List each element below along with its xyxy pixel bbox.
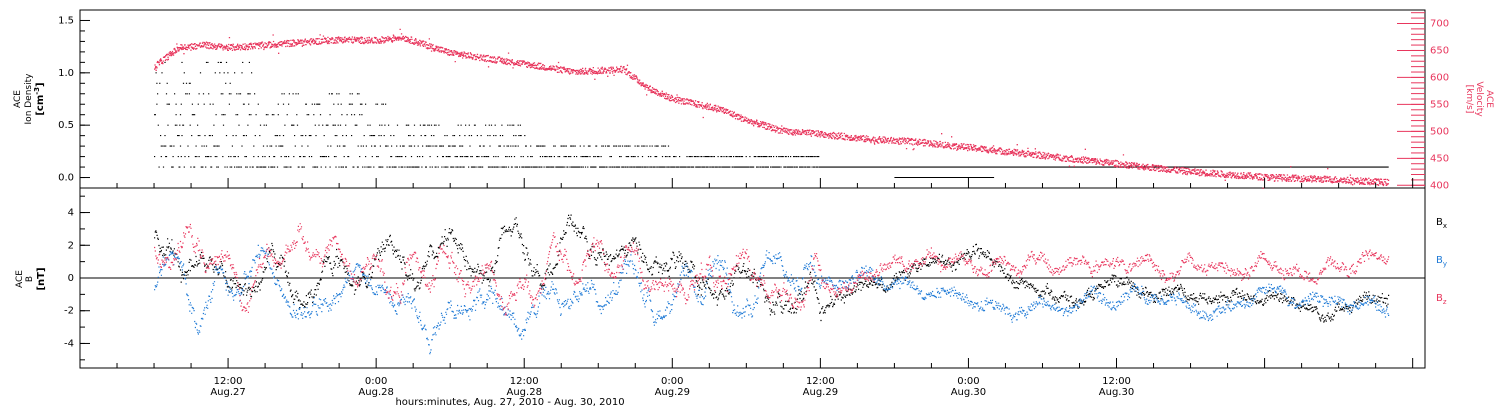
velocity-tick-label: 500 [1430, 126, 1449, 137]
b-ylabel-line2: B [25, 276, 35, 282]
b-tick-label: 4 [68, 208, 74, 219]
b-tick-label: -2 [64, 306, 74, 317]
b-ylabel-line1: ACE [15, 270, 25, 288]
bottom-ylabel: ACE B [nT] [15, 267, 47, 290]
x-tick-label-date: Aug.30 [1099, 387, 1134, 398]
density-ylabel-line2: Ion Density [24, 73, 34, 125]
bottom-left-axis: -4 -2 0 2 4 [64, 195, 1425, 361]
x-tick-label-date: Aug.28 [358, 387, 393, 398]
density-unit: [cm [35, 95, 46, 116]
top-left-ylabel: ACE Ion Density [cm-3] [13, 73, 46, 125]
density-ylabel-line3: [cm-3] [33, 82, 46, 115]
x-tick-label-time: 12:00 [1102, 376, 1131, 387]
density-series [154, 61, 1389, 179]
top-right-axis: 400 450 500 550 600 650 700 [1397, 12, 1449, 191]
velocity-series [154, 28, 1390, 189]
x-tick-label-date: Aug.27 [210, 387, 245, 398]
velocity-tick-label: 400 [1430, 180, 1449, 191]
velocity-ylabel-line3: [km/s] [1464, 85, 1474, 114]
x-axis-label: hours:minutes, Aug. 27, 2010 - Aug. 30, … [395, 397, 624, 408]
top-panel-frame [79, 9, 1426, 189]
b-tick-label: 0 [68, 273, 74, 284]
density-tick-label: 1.5 [58, 15, 74, 26]
x-tick-label-time: 12:00 [510, 376, 539, 387]
b-tick-label: 2 [68, 240, 74, 251]
top-left-axis: 0.0 0.5 1.0 1.5 [58, 15, 90, 184]
top-right-ylabel: ACE Velocity [km/s] [1464, 81, 1494, 117]
b-series-by [154, 244, 1390, 355]
density-tick-label: 0.0 [58, 173, 74, 184]
x-tick-label-date: Aug.29 [803, 387, 838, 398]
velocity-tick-label: 700 [1430, 18, 1449, 29]
b-ylabel-line3: [nT] [36, 267, 47, 290]
density-tick-label: 1.0 [58, 68, 74, 79]
x-axis: 12:00Aug.270:00Aug.2812:00Aug.280:00Aug.… [116, 178, 1414, 398]
x-tick-label-date: Aug.30 [951, 387, 986, 398]
x-tick-label-time: 12:00 [214, 376, 243, 387]
density-unit-exp: -3 [33, 87, 41, 95]
density-tick-label: 0.5 [58, 120, 74, 131]
x-tick-label-time: 12:00 [806, 376, 835, 387]
x-tick-label-time: 0:00 [365, 376, 387, 387]
x-tick-label-time: 0:00 [661, 376, 683, 387]
density-ylabel-line1: ACE [13, 90, 23, 108]
b-series-bz [154, 223, 1390, 316]
b-field-series [154, 214, 1390, 355]
x-tick-label-time: 0:00 [957, 376, 979, 387]
velocity-tick-label: 550 [1430, 99, 1449, 110]
b-legend: Bx By Bz [1436, 217, 1447, 306]
velocity-tick-label: 650 [1430, 45, 1449, 56]
velocity-ylabel-line1: ACE [1484, 90, 1494, 108]
legend-by: By [1436, 255, 1447, 268]
velocity-tick-label: 600 [1430, 72, 1449, 83]
b-tick-label: -4 [64, 338, 74, 349]
velocity-ylabel-line2: Velocity [1474, 81, 1484, 117]
x-tick-label-date: Aug.28 [507, 387, 542, 398]
legend-bz: Bz [1436, 293, 1447, 306]
velocity-points [154, 28, 1390, 189]
density-unit-close: ] [35, 82, 46, 87]
density-points [154, 61, 1389, 179]
legend-bx: Bx [1436, 217, 1447, 230]
x-tick-label-date: Aug.29 [655, 387, 690, 398]
velocity-tick-label: 450 [1430, 153, 1449, 164]
